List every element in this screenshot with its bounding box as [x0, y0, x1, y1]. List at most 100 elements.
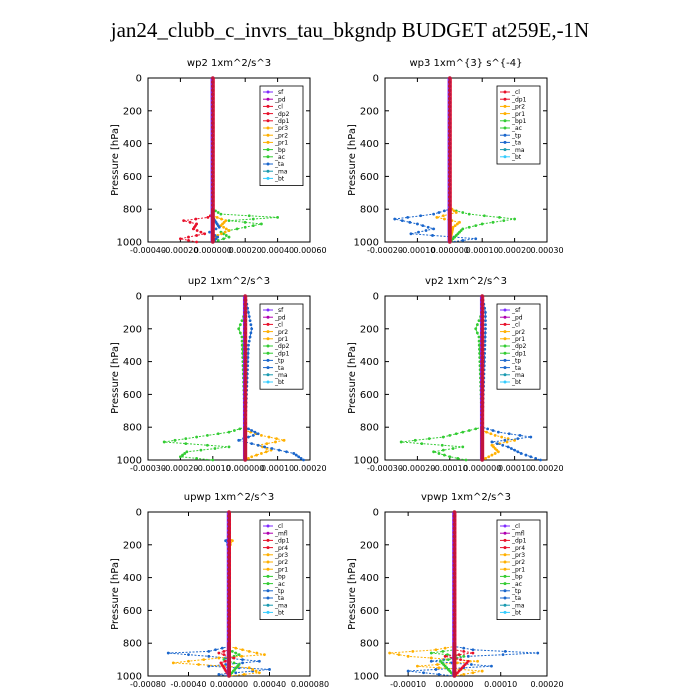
series-point: [452, 538, 457, 543]
series-point: [516, 450, 520, 454]
series-point: [243, 376, 247, 380]
series-point: [243, 294, 247, 298]
series-point: [452, 592, 457, 596]
series-point: [462, 650, 466, 653]
legend-label: _ac: [511, 581, 522, 588]
series-point: [484, 319, 487, 322]
x-tick-label: 0.000000: [431, 246, 469, 255]
series-point: [483, 335, 487, 339]
series-point: [480, 421, 485, 425]
series-point: [199, 230, 203, 234]
series-point: [471, 651, 475, 655]
legend-marker: [503, 322, 507, 326]
series-point: [243, 413, 247, 417]
legend-marker: [266, 90, 270, 94]
y-tick-label: 800: [360, 423, 379, 434]
series-point: [243, 225, 247, 229]
series-point: [211, 109, 215, 113]
series-point: [448, 80, 452, 84]
series-point: [480, 294, 485, 298]
y-tick-label: 200: [123, 106, 142, 117]
series-point: [211, 96, 215, 101]
legend-label: _pr2: [511, 104, 525, 111]
series-point: [475, 331, 479, 335]
legend-label: _pr2: [511, 329, 525, 336]
series-point: [448, 203, 452, 207]
series-point: [166, 651, 170, 655]
series-point: [448, 137, 452, 142]
series-point: [455, 222, 459, 226]
series-point: [408, 220, 412, 224]
x-tick-label: 0.000000: [194, 246, 232, 255]
series-point: [260, 434, 263, 437]
series-point: [518, 434, 522, 437]
series-point: [448, 162, 452, 166]
series-point: [211, 240, 215, 244]
legend-label: _pr2: [274, 329, 288, 336]
x-tick-label: -0.00010: [195, 464, 231, 473]
series-point: [297, 455, 301, 459]
series-point: [211, 195, 215, 199]
legend-label: _ac: [274, 581, 285, 588]
series-point: [215, 216, 219, 219]
series-line: [401, 296, 483, 461]
series-point: [480, 318, 485, 323]
legend-label: _pd: [511, 314, 523, 321]
series-point: [480, 302, 485, 307]
series-point: [243, 310, 247, 315]
legend-label: _dp1: [274, 118, 290, 125]
series-point: [393, 217, 397, 221]
series-point: [247, 343, 250, 347]
x-tick-label: -0.00010: [390, 680, 426, 689]
legend-marker: [266, 337, 270, 341]
series-point: [213, 447, 217, 450]
series-point: [256, 432, 260, 436]
series-point: [417, 230, 420, 234]
legend-label: _bp1: [511, 118, 527, 125]
series-point: [454, 432, 458, 436]
y-tick-label: 0: [373, 508, 379, 519]
series-point: [249, 323, 253, 327]
series-point: [443, 654, 447, 658]
series-point: [480, 368, 485, 372]
legend-label: _pr4: [511, 545, 525, 552]
legend-label: _pr2: [274, 132, 288, 139]
series-point: [429, 656, 433, 660]
y-tick-label: 0: [136, 292, 142, 303]
legend-label: _ma: [274, 372, 288, 379]
series-point: [516, 437, 520, 441]
series-point: [227, 547, 231, 551]
series-point: [437, 672, 441, 676]
series-point: [211, 113, 215, 117]
series-point: [246, 356, 250, 359]
series-point: [206, 216, 210, 219]
series-point: [474, 327, 478, 331]
series-point: [486, 427, 489, 431]
series-point: [243, 343, 247, 348]
y-tick-label: 0: [373, 292, 379, 303]
legend-label: _pr1: [511, 111, 525, 118]
series-point: [452, 555, 457, 559]
legend-marker: [266, 358, 270, 362]
series-point: [191, 227, 195, 231]
series-point: [498, 216, 501, 219]
series-point: [227, 530, 231, 535]
legend-marker: [266, 97, 270, 101]
legend-label: _pr1: [274, 336, 288, 343]
series-point: [227, 596, 231, 600]
chart-panel-6: vpwp 1xm^2/s^3 0 200 400 600 800 1000 Pressure …: [347, 492, 564, 689]
series-point: [257, 671, 261, 675]
series-point: [480, 222, 484, 226]
legend-marker: [503, 119, 507, 123]
series-point: [211, 100, 215, 105]
series-point: [461, 238, 465, 242]
series-point: [452, 637, 457, 641]
series-point: [285, 450, 288, 454]
series-point: [454, 211, 458, 214]
series-point: [484, 456, 487, 460]
legend-marker: [503, 358, 507, 362]
series-point: [243, 306, 247, 311]
legend-marker: [266, 119, 270, 123]
series-point: [480, 380, 485, 384]
series-point: [411, 650, 415, 653]
